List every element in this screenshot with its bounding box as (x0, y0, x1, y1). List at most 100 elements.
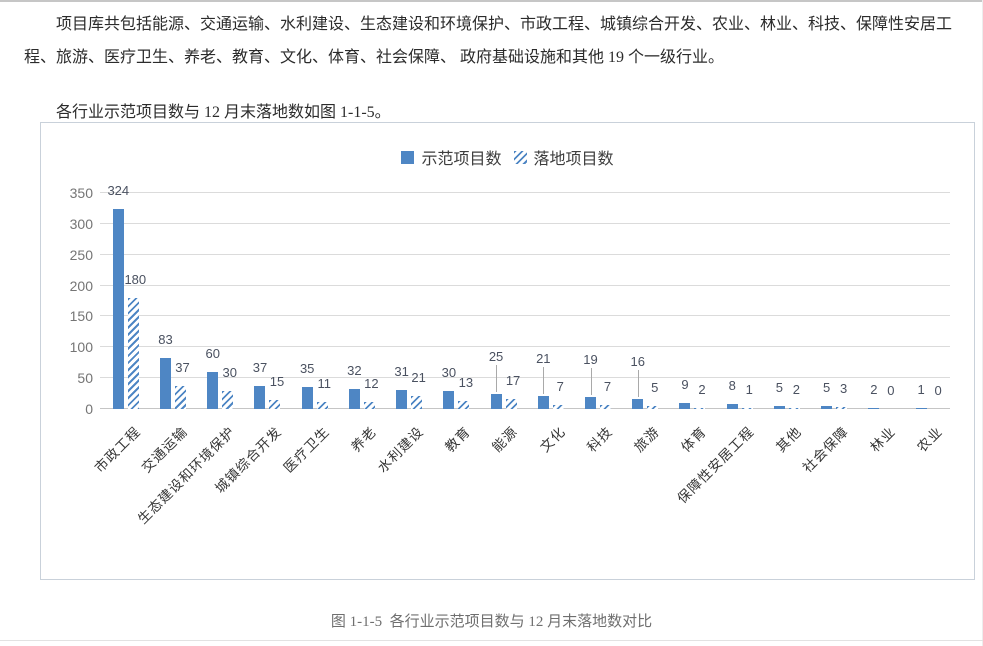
paragraph-figure-intro: 各行业示范项目数与 12 月末落地数如图 1-1-5。 (56, 104, 391, 121)
bar-demonstration (207, 371, 219, 409)
x-axis-label: 教育 (442, 423, 474, 455)
bar-value-label-landed: 1 (745, 382, 753, 398)
bar-value-label-demonstration: 21 (536, 351, 551, 367)
x-axis-label: 文化 (536, 423, 569, 455)
paragraph-industries: 项目库共包括能源、交通运输、水利建设、生态建设和环境保护、市政工程、城镇综合开发… (24, 16, 953, 66)
page-bottom-edge (0, 640, 983, 641)
bar-landed (458, 400, 470, 409)
x-axis-label: 体育 (678, 423, 710, 455)
bar-demonstration (396, 389, 408, 409)
bar-value-label-landed: 2 (698, 381, 706, 397)
bar-demonstration (585, 397, 597, 409)
legend-label-demonstration: 示范项目数 (421, 151, 502, 168)
y-tick-label: 0 (85, 401, 93, 417)
bar-value-label-demonstration: 19 (583, 352, 598, 368)
bar-value-label-landed: 7 (603, 378, 612, 394)
bar-demonstration (490, 393, 502, 409)
gridline (100, 346, 950, 348)
bar-landed (505, 398, 517, 409)
x-axis-label: 养老 (348, 423, 380, 455)
body-text: 项目库共包括能源、交通运输、水利建设、生态建设和环境保护、市政工程、城镇综合开发… (24, 8, 959, 129)
x-axis-label: 科技 (584, 423, 616, 455)
y-tick-label: 200 (69, 277, 93, 294)
x-axis-line (100, 408, 950, 409)
x-axis-label: 林业 (867, 423, 899, 455)
bar-value-label-landed: 180 (124, 271, 147, 287)
x-axis-label: 市政工程 (91, 423, 144, 476)
page-top-edge (0, 0, 983, 2)
bar-landed (600, 404, 612, 409)
bar-value-label-demonstration: 16 (630, 354, 645, 370)
leader-line (590, 368, 592, 396)
x-axis-label: 农业 (914, 423, 946, 455)
x-axis-label: 水利建设 (374, 423, 427, 476)
bar-demonstration (443, 390, 455, 409)
leader-line (543, 367, 545, 395)
bar-value-label-demonstration: 8 (728, 378, 736, 394)
y-tick-label: 50 (77, 370, 93, 387)
bar-landed (316, 402, 328, 409)
bar-demonstration (773, 405, 785, 409)
bar-landed (741, 408, 753, 409)
bar-demonstration (537, 396, 549, 409)
bar-value-label-landed: 5 (651, 379, 659, 395)
bar-value-label-landed: 13 (458, 374, 474, 390)
bar-landed (127, 297, 139, 409)
legend-item-landed: 落地项目数 (513, 145, 614, 169)
gridline (100, 253, 950, 255)
bar-landed (836, 407, 848, 409)
bar-landed (788, 407, 800, 409)
bar-value-label-demonstration: 5 (775, 379, 784, 395)
bar-value-label-landed: 12 (364, 375, 379, 391)
bar-value-label-demonstration: 35 (299, 361, 315, 377)
bar-value-label-landed: 17 (505, 372, 521, 388)
bar-demonstration (348, 389, 360, 409)
bar-value-label-landed: 0 (887, 383, 895, 398)
y-tick-label: 350 (69, 185, 93, 201)
solid-square-icon (401, 150, 415, 164)
bar-value-label-demonstration: 60 (205, 345, 220, 361)
bar-demonstration (254, 386, 266, 409)
bar-value-label-demonstration: 2 (870, 381, 878, 397)
chart-frame: 示范项目数 落地项目数 0 50 100 150 200 250 300 350 324 180 市… (40, 122, 975, 580)
bar-demonstration (821, 405, 833, 409)
x-axis-label: 其他 (773, 423, 805, 455)
x-axis-label: 社会保障 (799, 423, 852, 476)
legend-label-landed: 落地项目数 (533, 151, 614, 168)
bar-landed (222, 390, 234, 409)
bar-demonstration (679, 403, 691, 409)
y-tick-label: 100 (69, 339, 93, 356)
bar-demonstration (726, 404, 738, 409)
bar-value-label-landed: 3 (840, 381, 848, 397)
x-axis-label: 能源 (489, 423, 521, 455)
bar-value-label-demonstration: 30 (441, 364, 457, 380)
gridline (100, 284, 950, 286)
bar-value-label-demonstration: 5 (823, 379, 831, 395)
bar-value-label-demonstration: 324 (107, 183, 130, 199)
bar-landed (269, 399, 281, 409)
chart-plot: 0 50 100 150 200 250 300 350 324 180 市政工程 83 37 交通运输 6… (70, 183, 950, 527)
bar-value-label-landed: 7 (556, 378, 564, 394)
bar-landed (175, 386, 187, 409)
bar-value-label-demonstration: 32 (347, 363, 362, 379)
bar-value-label-landed: 30 (222, 364, 237, 380)
bar-value-label-landed: 21 (411, 370, 426, 386)
bar-demonstration (915, 408, 927, 409)
bar-landed (694, 407, 706, 409)
bar-value-label-landed: 15 (269, 373, 285, 389)
bar-landed (411, 396, 423, 409)
figure-caption: 图 1-1-5 各行业示范项目数与 12 月末落地数对比 (330, 614, 653, 630)
bar-value-label-landed: 11 (317, 376, 331, 392)
gridline (100, 377, 950, 379)
gridline (100, 222, 950, 224)
bar-landed (363, 401, 375, 409)
bar-landed (552, 404, 564, 409)
bar-value-label-landed: 0 (934, 383, 942, 398)
bar-value-label-demonstration: 37 (252, 360, 268, 376)
bar-demonstration (632, 399, 644, 409)
y-tick-label: 250 (69, 246, 93, 263)
y-tick-label: 150 (69, 308, 93, 325)
leader-line (637, 370, 639, 398)
bar-demonstration (301, 387, 313, 409)
